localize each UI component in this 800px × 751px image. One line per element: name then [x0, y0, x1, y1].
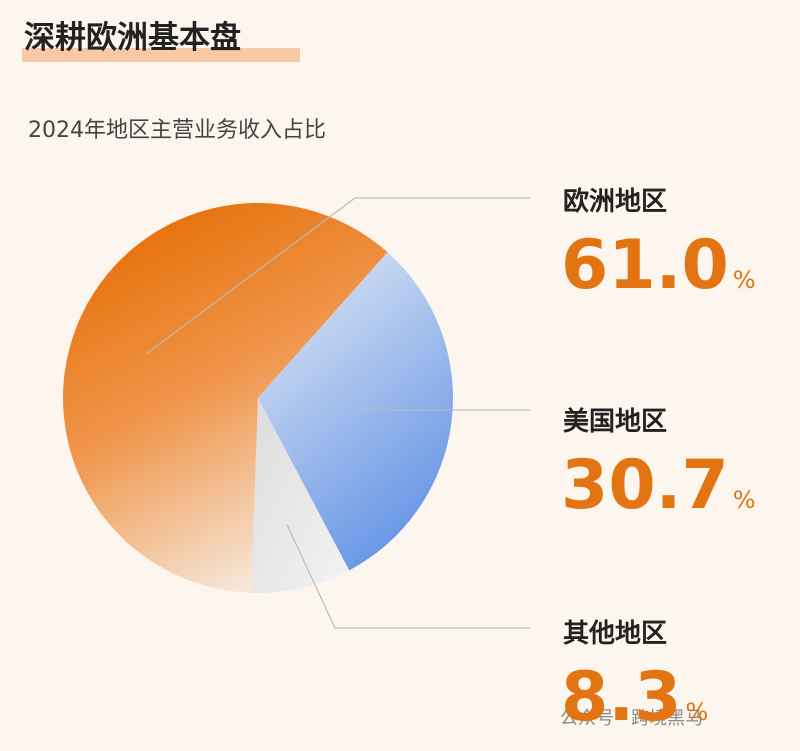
pie-slice	[63, 203, 388, 593]
title-highlight	[22, 48, 300, 62]
legend-label: 欧洲地区	[563, 186, 667, 217]
watermark: 公众号 · 跨境黑马	[560, 708, 703, 729]
legend-label: 其他地区	[563, 619, 667, 649]
pie-slice	[258, 252, 453, 571]
value-label: 8.3%	[561, 658, 708, 737]
pie	[63, 203, 453, 593]
chart-subtitle: 2024年地区主营业务收入占比	[28, 118, 326, 143]
pie-slice	[251, 398, 350, 593]
chart-title: 深耕欧洲基本盘	[24, 20, 241, 56]
value-label: 61.0%	[561, 226, 756, 305]
value-label: 30.7%	[561, 446, 756, 525]
leader-line	[286, 524, 530, 629]
leader-line	[146, 197, 530, 354]
legend-label: 美国地区	[563, 406, 667, 437]
